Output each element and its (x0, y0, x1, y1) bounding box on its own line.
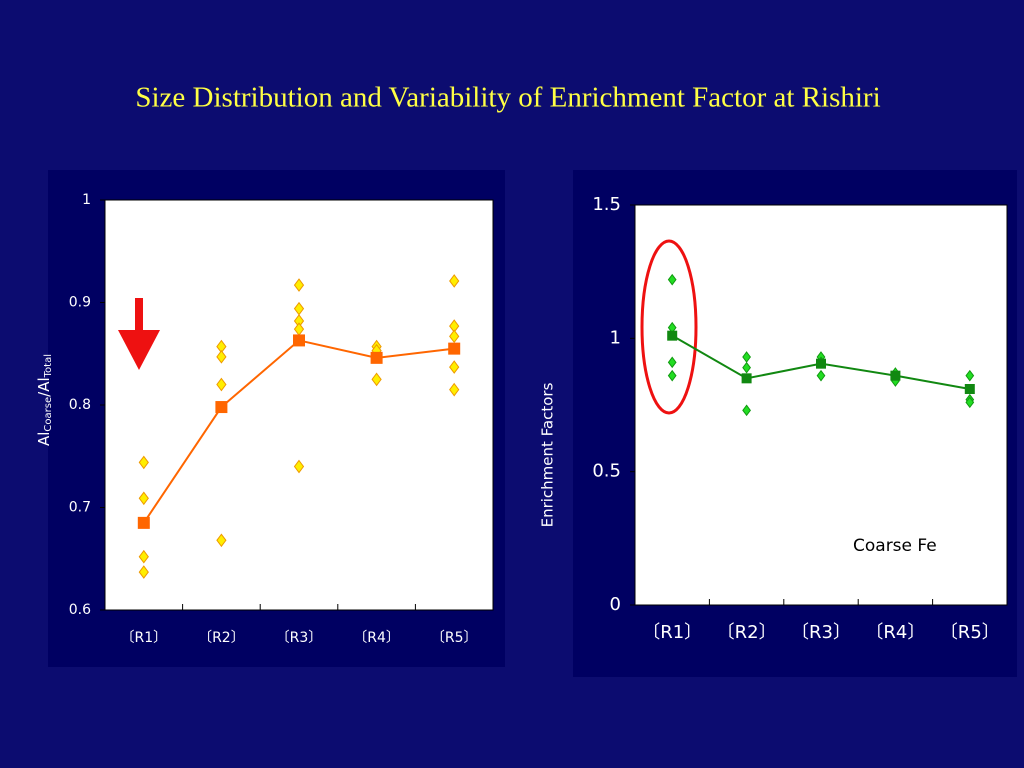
sample-point (667, 273, 677, 286)
y-tick-label: 0.6 (69, 602, 91, 618)
red-arrow (118, 298, 160, 370)
sample-point (667, 369, 677, 382)
y-tick-label: 0 (610, 594, 621, 615)
y-tick-label: 0.7 (69, 500, 91, 516)
y-tick-label: 0.5 (592, 461, 621, 482)
sample-point (371, 372, 382, 387)
sample-point (449, 274, 460, 288)
sample-point (742, 361, 751, 374)
sample-point (449, 382, 460, 397)
sample-point (449, 329, 460, 344)
slide-title: Size Distribution and Variability of Enr… (135, 82, 880, 114)
sample-point (293, 278, 305, 292)
mean-marker (667, 330, 678, 341)
mean-marker (215, 401, 228, 414)
sample-point (449, 360, 460, 374)
sample-point (138, 455, 149, 470)
sample-point (965, 396, 975, 409)
highlight-ellipse (640, 239, 698, 415)
mean-marker (816, 358, 826, 369)
y-axis-label: AlCoarse/AlTotal (35, 354, 55, 446)
plot-area (634, 204, 1008, 606)
y-axis-label: Enrichment Factors (539, 382, 557, 527)
x-tick-label: 〔R1〕 (120, 630, 167, 646)
y-tick-label: 0.9 (69, 295, 91, 311)
x-tick-label: 〔R3〕 (791, 622, 851, 643)
plot-area (104, 199, 494, 611)
y-tick-label: 1.5 (592, 194, 621, 215)
mean-marker (890, 370, 901, 381)
sample-point (216, 377, 227, 392)
sample-point (293, 459, 305, 474)
sample-point (216, 533, 227, 548)
sample-point (742, 404, 751, 417)
sample-point (965, 369, 975, 382)
sample-point (816, 369, 826, 382)
sample-point (667, 356, 677, 369)
sample-point (216, 349, 227, 364)
y-tick-label: 1 (610, 327, 621, 348)
sample-point (138, 491, 149, 506)
x-tick-label: 〔R3〕 (276, 630, 323, 646)
sample-point (138, 549, 149, 564)
annotation: Coarse Fe (853, 536, 937, 556)
x-tick-label: 〔R4〕 (865, 622, 925, 643)
mean-marker (741, 373, 752, 384)
x-tick-label: 〔R1〕 (642, 622, 702, 643)
y-tick-label: 0.8 (69, 397, 91, 413)
x-tick-label: 〔R2〕 (198, 630, 245, 646)
mean-marker (137, 516, 150, 529)
sample-point (138, 565, 149, 579)
x-tick-label: 〔R5〕 (940, 622, 1000, 643)
x-tick-label: 〔R2〕 (717, 622, 777, 643)
mean-marker (448, 342, 461, 355)
y-tick-label: 1 (82, 192, 91, 208)
mean-marker (293, 334, 305, 347)
mean-marker (964, 384, 975, 394)
x-tick-label: 〔R4〕 (353, 630, 400, 646)
x-tick-label: 〔R5〕 (431, 630, 478, 646)
mean-marker (370, 351, 383, 364)
